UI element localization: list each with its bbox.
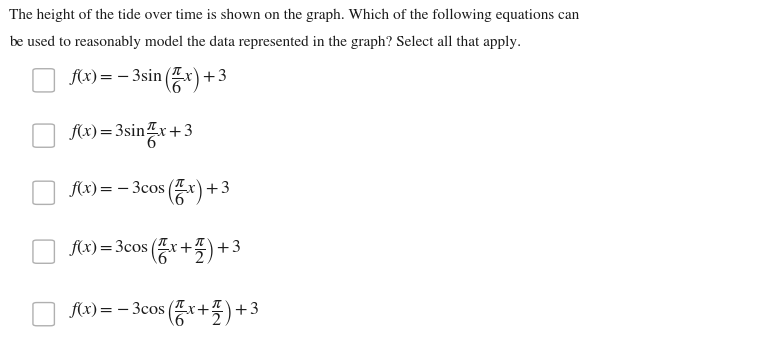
Text: $f(x) = 3\sin\dfrac{\pi}{6}x+3$: $f(x) = 3\sin\dfrac{\pi}{6}x+3$ [69,120,193,151]
Text: $f(x) = -3\cos\left(\dfrac{\pi}{6}x+\dfrac{\pi}{2}\right)+3$: $f(x) = -3\cos\left(\dfrac{\pi}{6}x+\dfr… [69,299,259,330]
Text: be used to reasonably model the data represented in the graph? Select all that a: be used to reasonably model the data rep… [9,36,521,49]
Text: $f(x) = -3\cos\left(\dfrac{\pi}{6}x\right)+3$: $f(x) = -3\cos\left(\dfrac{\pi}{6}x\righ… [69,177,230,208]
Text: The height of the tide over time is shown on the graph. Which of the following e: The height of the tide over time is show… [9,9,579,22]
Text: $f(x) = -3\sin\left(\dfrac{\pi}{6}x\right)+3$: $f(x) = -3\sin\left(\dfrac{\pi}{6}x\righ… [69,65,227,96]
Text: $f(x) = 3\cos\left(\dfrac{\pi}{6}x+\dfrac{\pi}{2}\right)+3$: $f(x) = 3\cos\left(\dfrac{\pi}{6}x+\dfra… [69,236,241,267]
